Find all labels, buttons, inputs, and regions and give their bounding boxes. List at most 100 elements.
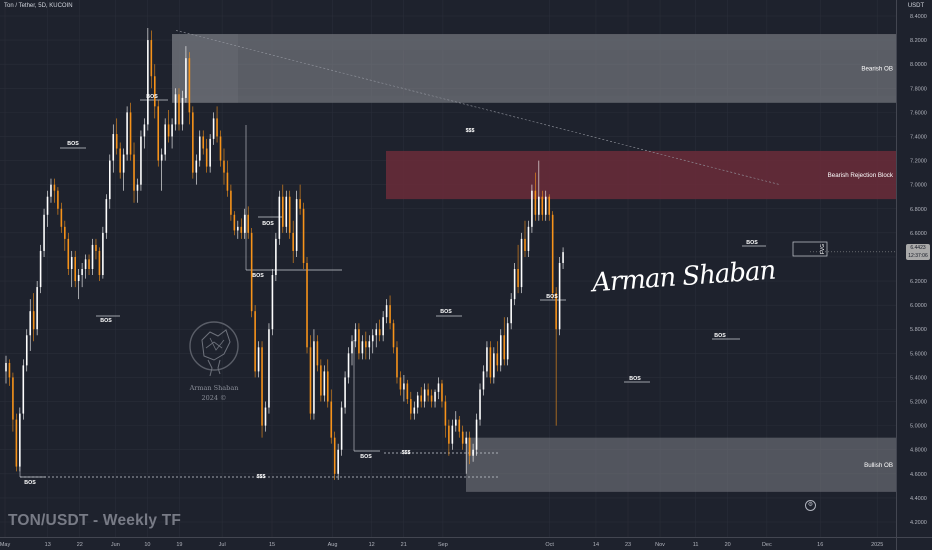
fvg-box xyxy=(792,241,828,257)
chart-settings-icon[interactable]: ⚙ xyxy=(805,500,816,511)
candle-body xyxy=(378,329,381,336)
candle-body xyxy=(292,232,294,251)
candle-body xyxy=(39,250,42,288)
symbol-title[interactable]: Ton / Tether, 5D, KUCOIN xyxy=(4,3,73,9)
candle-body xyxy=(178,94,180,125)
candle-body xyxy=(437,383,440,392)
y-tick-label: 5.4000 xyxy=(910,375,927,381)
candle-body xyxy=(46,196,49,215)
candle-body xyxy=(410,399,412,414)
candle-body xyxy=(278,196,281,239)
candle-body xyxy=(288,196,291,233)
candle-body xyxy=(493,353,495,378)
annotation-lines xyxy=(19,30,896,478)
y-tick-label: 4.2000 xyxy=(910,520,927,526)
y-tick-label: 4.8000 xyxy=(910,448,927,454)
candle-body xyxy=(115,134,118,149)
zone-label: Bearish Rejection Block xyxy=(828,172,894,179)
candle-body xyxy=(167,124,170,137)
y-tick-label: 4.6000 xyxy=(910,472,927,478)
x-tick-label: Dec xyxy=(762,542,772,548)
candle-body xyxy=(181,97,184,125)
liquidity-label: $$$ xyxy=(257,474,266,480)
last-price: 6.4423 xyxy=(910,244,926,251)
candle-body xyxy=(385,305,388,318)
candle-body xyxy=(126,112,128,155)
candle-body xyxy=(268,329,270,408)
candle-body xyxy=(32,311,35,330)
author-logo: Arman Shaban 2024 © xyxy=(186,310,242,406)
candle-body xyxy=(538,196,540,215)
zone-label: Bearish OB xyxy=(861,65,893,72)
candle-body xyxy=(340,407,343,450)
candle-body xyxy=(233,214,236,231)
currency-badge[interactable]: USDT xyxy=(907,3,925,9)
candle-body xyxy=(205,148,208,167)
candle-body xyxy=(129,112,132,155)
bos-label: BOS xyxy=(746,240,758,246)
candle-body xyxy=(8,362,11,378)
candle-body xyxy=(548,196,551,215)
candle-body xyxy=(77,275,80,282)
x-tick-label: 21 xyxy=(401,542,407,548)
zone-label: Bullish OB xyxy=(864,462,893,469)
x-tick-label: Oct xyxy=(545,542,554,548)
candle-body xyxy=(299,199,301,209)
candle-body xyxy=(295,199,298,251)
zone-rect xyxy=(386,150,896,200)
candle-body xyxy=(399,377,402,390)
price-axis: 8.4000 8.2000 8.0000 7.8000 7.6000 7.4000 7.20… xyxy=(896,0,932,550)
candle-body xyxy=(506,323,509,360)
candle-body xyxy=(368,341,371,348)
y-tick-label: 6.0000 xyxy=(910,303,927,309)
candle-body xyxy=(95,244,97,251)
candle-body xyxy=(503,335,506,360)
candle-body xyxy=(237,226,239,231)
candle-body xyxy=(22,365,25,414)
candle-body xyxy=(396,347,398,378)
y-tick-label: 8.2000 xyxy=(910,38,927,44)
candle-body xyxy=(531,190,533,227)
x-tick-label: 10 xyxy=(144,542,150,548)
candle-body xyxy=(43,214,45,251)
candle-body xyxy=(143,124,146,137)
candle-body xyxy=(164,124,166,155)
candle-body xyxy=(257,347,260,372)
candle-body xyxy=(555,293,557,330)
bar-countdown: 12:37:06 xyxy=(908,252,928,259)
candle-body xyxy=(12,377,14,420)
candle-body xyxy=(202,136,205,149)
candle-body xyxy=(136,184,139,191)
y-tick-label: 7.8000 xyxy=(910,86,927,92)
x-tick-label: 19 xyxy=(176,542,182,548)
candle-body xyxy=(91,244,94,269)
y-tick-label: 5.2000 xyxy=(910,400,927,406)
candle-body xyxy=(551,214,554,294)
x-tick-label: May xyxy=(0,542,10,548)
candle-body xyxy=(243,214,246,233)
x-tick-label: 14 xyxy=(593,542,599,548)
candle-body xyxy=(50,184,52,197)
candle-body xyxy=(160,154,163,161)
candle-body xyxy=(230,190,232,215)
candle-body xyxy=(70,256,73,269)
y-tick-label: 7.2000 xyxy=(910,159,927,165)
candle-body xyxy=(420,395,422,402)
candle-body xyxy=(19,413,21,467)
candle-body xyxy=(15,419,18,467)
candle-body xyxy=(330,401,333,438)
candle-body xyxy=(212,118,215,139)
candle-body xyxy=(499,335,502,366)
x-tick-label: Jul xyxy=(219,542,226,548)
candle-body xyxy=(465,437,467,444)
candle-body xyxy=(174,94,177,125)
zone-band xyxy=(172,95,896,103)
y-tick-label: 6.8000 xyxy=(910,207,927,213)
bos-label: BOS xyxy=(440,309,452,315)
candle-body xyxy=(261,347,263,426)
candle-body xyxy=(326,371,329,402)
candle-body xyxy=(53,184,56,191)
y-tick-label: 5.0000 xyxy=(910,424,927,430)
candle-body xyxy=(254,311,256,372)
